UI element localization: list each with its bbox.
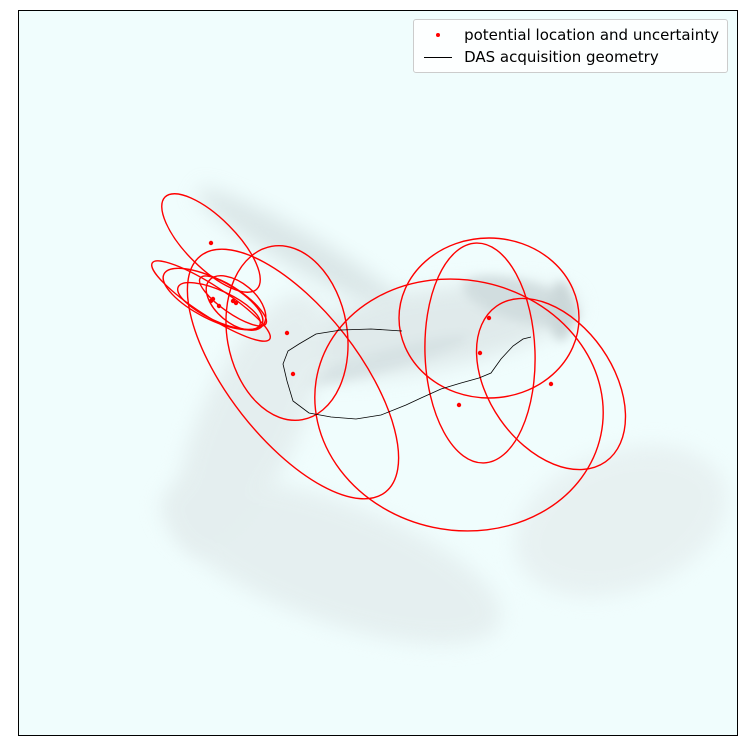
uncertainty-ellipse xyxy=(205,275,267,331)
black-line-icon xyxy=(420,50,456,64)
location-point xyxy=(456,402,462,408)
uncertainty-ellipse xyxy=(314,278,604,532)
legend-item-das: DAS acquisition geometry xyxy=(420,46,719,68)
location-point xyxy=(210,296,216,302)
map-frame: potential location and uncertainty DAS a… xyxy=(18,10,738,736)
uncertainty-ellipse xyxy=(186,248,400,500)
uncertainty-ellipse xyxy=(177,281,261,331)
map-plot xyxy=(19,11,737,735)
location-point xyxy=(290,371,296,377)
red-dot-icon xyxy=(420,28,456,42)
location-point xyxy=(233,300,239,306)
uncertainty-ellipse xyxy=(161,193,261,293)
potential-locations xyxy=(208,240,554,408)
das-cable-line xyxy=(282,328,532,420)
uncertainty-ellipse xyxy=(151,260,271,342)
uncertainty-ellipse xyxy=(424,242,536,464)
uncertainty-ellipse xyxy=(475,297,627,471)
location-point xyxy=(486,315,492,321)
location-point xyxy=(548,381,554,387)
legend-label-locations: potential location and uncertainty xyxy=(464,26,719,44)
das-acquisition-geometry xyxy=(282,328,532,420)
legend-label-das: DAS acquisition geometry xyxy=(464,48,659,66)
legend: potential location and uncertainty DAS a… xyxy=(413,19,728,73)
location-point xyxy=(284,330,290,336)
uncertainty-ellipse xyxy=(225,245,349,421)
legend-item-locations: potential location and uncertainty xyxy=(420,24,719,46)
location-point xyxy=(477,350,483,356)
location-point xyxy=(208,240,214,246)
location-point xyxy=(216,303,222,309)
uncertainty-ellipse xyxy=(398,237,580,399)
uncertainty-ellipses xyxy=(151,193,627,532)
